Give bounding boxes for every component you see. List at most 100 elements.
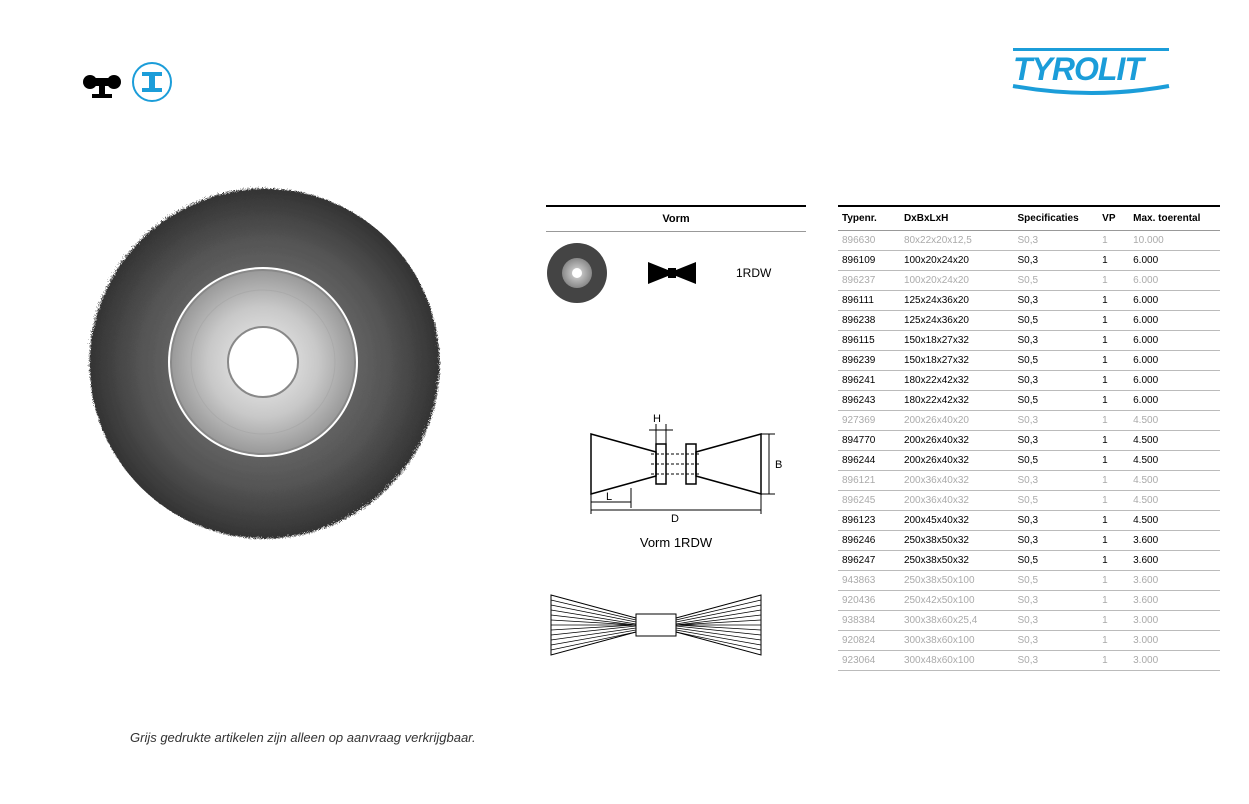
cell-vp: 1 [1098, 611, 1129, 631]
cell-vp: 1 [1098, 471, 1129, 491]
cell-type: 896238 [838, 311, 900, 331]
cell-vp: 1 [1098, 291, 1129, 311]
cell-max: 6.000 [1129, 271, 1220, 291]
table-row: 923064300x48x60x100S0,313.000 [838, 651, 1220, 671]
cell-type: 896241 [838, 371, 900, 391]
table-row: 920824300x38x60x100S0,313.000 [838, 631, 1220, 651]
cell-dim: 125x24x36x20 [900, 311, 1014, 331]
cell-spec: S0,3 [1014, 251, 1099, 271]
cell-max: 3.600 [1129, 591, 1220, 611]
table-row: 896246250x38x50x32S0,313.600 [838, 531, 1220, 551]
footnote: Grijs gedrukte artikelen zijn alleen op … [130, 730, 476, 745]
cell-max: 4.500 [1129, 431, 1220, 451]
table-row: 896243180x22x42x32S0,516.000 [838, 391, 1220, 411]
col-spec: Specificaties [1014, 206, 1099, 231]
vorm-header: Vorm [546, 205, 806, 232]
steel-profile-icon [132, 62, 172, 102]
table-row: 896121200x36x40x32S0,314.500 [838, 471, 1220, 491]
cell-vp: 1 [1098, 311, 1129, 331]
cell-vp: 1 [1098, 511, 1129, 531]
cell-type: 896111 [838, 291, 900, 311]
cell-max: 3.600 [1129, 551, 1220, 571]
cell-type: 896245 [838, 491, 900, 511]
table-row: 896123200x45x40x32S0,314.500 [838, 511, 1220, 531]
cell-spec: S0,3 [1014, 611, 1099, 631]
cell-dim: 200x26x40x32 [900, 431, 1014, 451]
cell-spec: S0,5 [1014, 491, 1099, 511]
table-row: 927369200x26x40x20S0,314.500 [838, 411, 1220, 431]
cell-dim: 250x38x50x32 [900, 531, 1014, 551]
cell-spec: S0,3 [1014, 291, 1099, 311]
cell-max: 4.500 [1129, 411, 1220, 431]
col-dim: DxBxLxH [900, 206, 1014, 231]
table-row: 896238125x24x36x20S0,516.000 [838, 311, 1220, 331]
cell-vp: 1 [1098, 251, 1129, 271]
cell-type: 896239 [838, 351, 900, 371]
cell-max: 3.600 [1129, 571, 1220, 591]
table-row: 89663080x22x20x12,5S0,3110.000 [838, 231, 1220, 251]
product-image [78, 177, 448, 547]
cell-spec: S0,3 [1014, 471, 1099, 491]
dim-B: B [775, 459, 782, 471]
cell-vp: 1 [1098, 351, 1129, 371]
cell-spec: S0,3 [1014, 591, 1099, 611]
schematic-drawing: H B L D Vorm 1RDW [546, 414, 806, 550]
vorm-row: 1RDW [546, 242, 806, 304]
cell-spec: S0,5 [1014, 451, 1099, 471]
cell-max: 6.000 [1129, 311, 1220, 331]
table-row: 896244200x26x40x32S0,514.500 [838, 451, 1220, 471]
cell-type: 938384 [838, 611, 900, 631]
cell-vp: 1 [1098, 571, 1129, 591]
cell-vp: 1 [1098, 331, 1129, 351]
application-icons [82, 62, 172, 102]
table-row: 896237100x20x24x20S0,516.000 [838, 271, 1220, 291]
dim-D: D [671, 513, 679, 524]
cell-vp: 1 [1098, 531, 1129, 551]
cell-type: 927369 [838, 411, 900, 431]
cell-dim: 300x38x60x25,4 [900, 611, 1014, 631]
brand-logo: TYROLIT [1007, 46, 1177, 105]
cell-spec: S0,3 [1014, 331, 1099, 351]
svg-text:TYROLIT: TYROLIT [1013, 51, 1146, 87]
cell-vp: 1 [1098, 271, 1129, 291]
col-typenr: Typenr. [838, 206, 900, 231]
col-vp: VP [1098, 206, 1129, 231]
cell-dim: 200x36x40x32 [900, 471, 1014, 491]
cell-spec: S0,3 [1014, 651, 1099, 671]
cell-dim: 200x26x40x32 [900, 451, 1014, 471]
cell-max: 6.000 [1129, 351, 1220, 371]
cell-dim: 100x20x24x20 [900, 271, 1014, 291]
vorm-code: 1RDW [736, 266, 771, 280]
cell-spec: S0,5 [1014, 571, 1099, 591]
spec-table: Typenr. DxBxLxH Specificaties VP Max. to… [838, 205, 1220, 671]
cell-max: 3.000 [1129, 651, 1220, 671]
cell-type: 896109 [838, 251, 900, 271]
cell-type: 943863 [838, 571, 900, 591]
cell-type: 896237 [838, 271, 900, 291]
cell-max: 3.600 [1129, 531, 1220, 551]
cell-type: 920436 [838, 591, 900, 611]
cell-spec: S0,3 [1014, 511, 1099, 531]
cell-max: 6.000 [1129, 291, 1220, 311]
cell-dim: 100x20x24x20 [900, 251, 1014, 271]
table-row: 896245200x36x40x32S0,514.500 [838, 491, 1220, 511]
cell-vp: 1 [1098, 491, 1129, 511]
col-max: Max. toerental [1129, 206, 1220, 231]
small-brush-image [546, 242, 608, 304]
cell-type: 896244 [838, 451, 900, 471]
cell-dim: 300x38x60x100 [900, 631, 1014, 651]
cell-max: 10.000 [1129, 231, 1220, 251]
cell-type: 896630 [838, 231, 900, 251]
cell-type: 896115 [838, 331, 900, 351]
cell-max: 4.500 [1129, 491, 1220, 511]
cell-type: 896243 [838, 391, 900, 411]
cell-type: 920824 [838, 631, 900, 651]
cell-dim: 250x38x50x32 [900, 551, 1014, 571]
form-column: Vorm 1RDW [546, 205, 806, 665]
table-row: 896111125x24x36x20S0,316.000 [838, 291, 1220, 311]
cell-type: 896123 [838, 511, 900, 531]
cell-dim: 180x22x42x32 [900, 391, 1014, 411]
cell-vp: 1 [1098, 551, 1129, 571]
cell-vp: 1 [1098, 391, 1129, 411]
cell-max: 6.000 [1129, 251, 1220, 271]
